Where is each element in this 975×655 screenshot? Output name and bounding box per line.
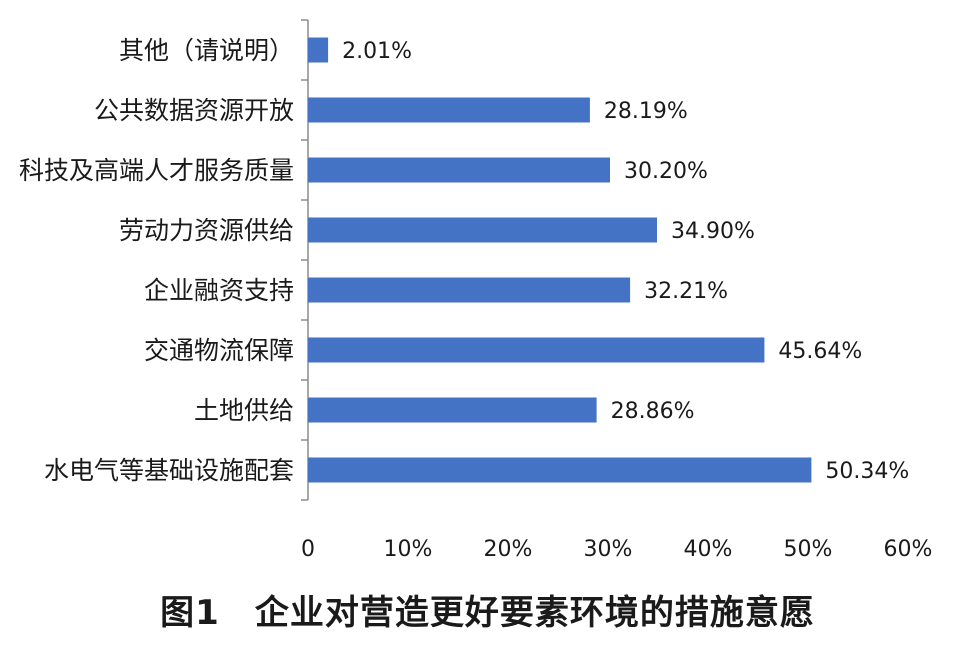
data-label: 30.20% bbox=[624, 159, 708, 184]
category-label: 劳动力资源供给 bbox=[119, 216, 294, 245]
data-label: 2.01% bbox=[342, 39, 412, 64]
bar-chart: 其他（请说明） 2.01% 公共数据资源开放 28.19% 科技及高端人才服务质量 30.… bbox=[19, 19, 932, 562]
bar bbox=[308, 97, 590, 123]
data-label: 34.90% bbox=[671, 219, 755, 244]
x-tick-label: 60% bbox=[884, 537, 933, 562]
x-tick-label: 50% bbox=[784, 537, 833, 562]
category-label: 土地供给 bbox=[194, 396, 294, 425]
x-tick-label: 40% bbox=[684, 537, 733, 562]
data-label: 32.21% bbox=[644, 279, 728, 304]
x-tick-label: 10% bbox=[384, 537, 433, 562]
x-tick-label: 20% bbox=[484, 537, 533, 562]
figure-caption: 图1 企业对营造更好要素环境的措施意愿 bbox=[160, 593, 815, 633]
bar bbox=[308, 337, 765, 363]
bar bbox=[308, 277, 631, 303]
labels-layer: 其他（请说明） 2.01% 公共数据资源开放 28.19% 科技及高端人才服务质量 30.… bbox=[19, 36, 932, 562]
category-label: 公共数据资源开放 bbox=[94, 96, 294, 125]
data-label: 45.64% bbox=[778, 339, 862, 364]
category-label: 其他（请说明） bbox=[119, 36, 294, 65]
category-label: 科技及高端人才服务质量 bbox=[19, 156, 294, 185]
category-label: 交通物流保障 bbox=[144, 336, 294, 365]
x-tick-label: 0 bbox=[301, 537, 315, 562]
data-label: 28.19% bbox=[604, 99, 688, 124]
x-tick-label: 30% bbox=[584, 537, 633, 562]
axis-layer bbox=[301, 19, 309, 501]
data-label: 50.34% bbox=[825, 459, 909, 484]
bars-layer bbox=[308, 37, 812, 483]
bar bbox=[308, 217, 657, 243]
bar bbox=[308, 157, 610, 183]
bar bbox=[308, 457, 812, 483]
category-label: 水电气等基础设施配套 bbox=[44, 456, 294, 485]
data-label: 28.86% bbox=[611, 399, 695, 424]
bar bbox=[308, 397, 597, 423]
category-label: 企业融资支持 bbox=[144, 276, 294, 305]
bar bbox=[308, 37, 329, 63]
